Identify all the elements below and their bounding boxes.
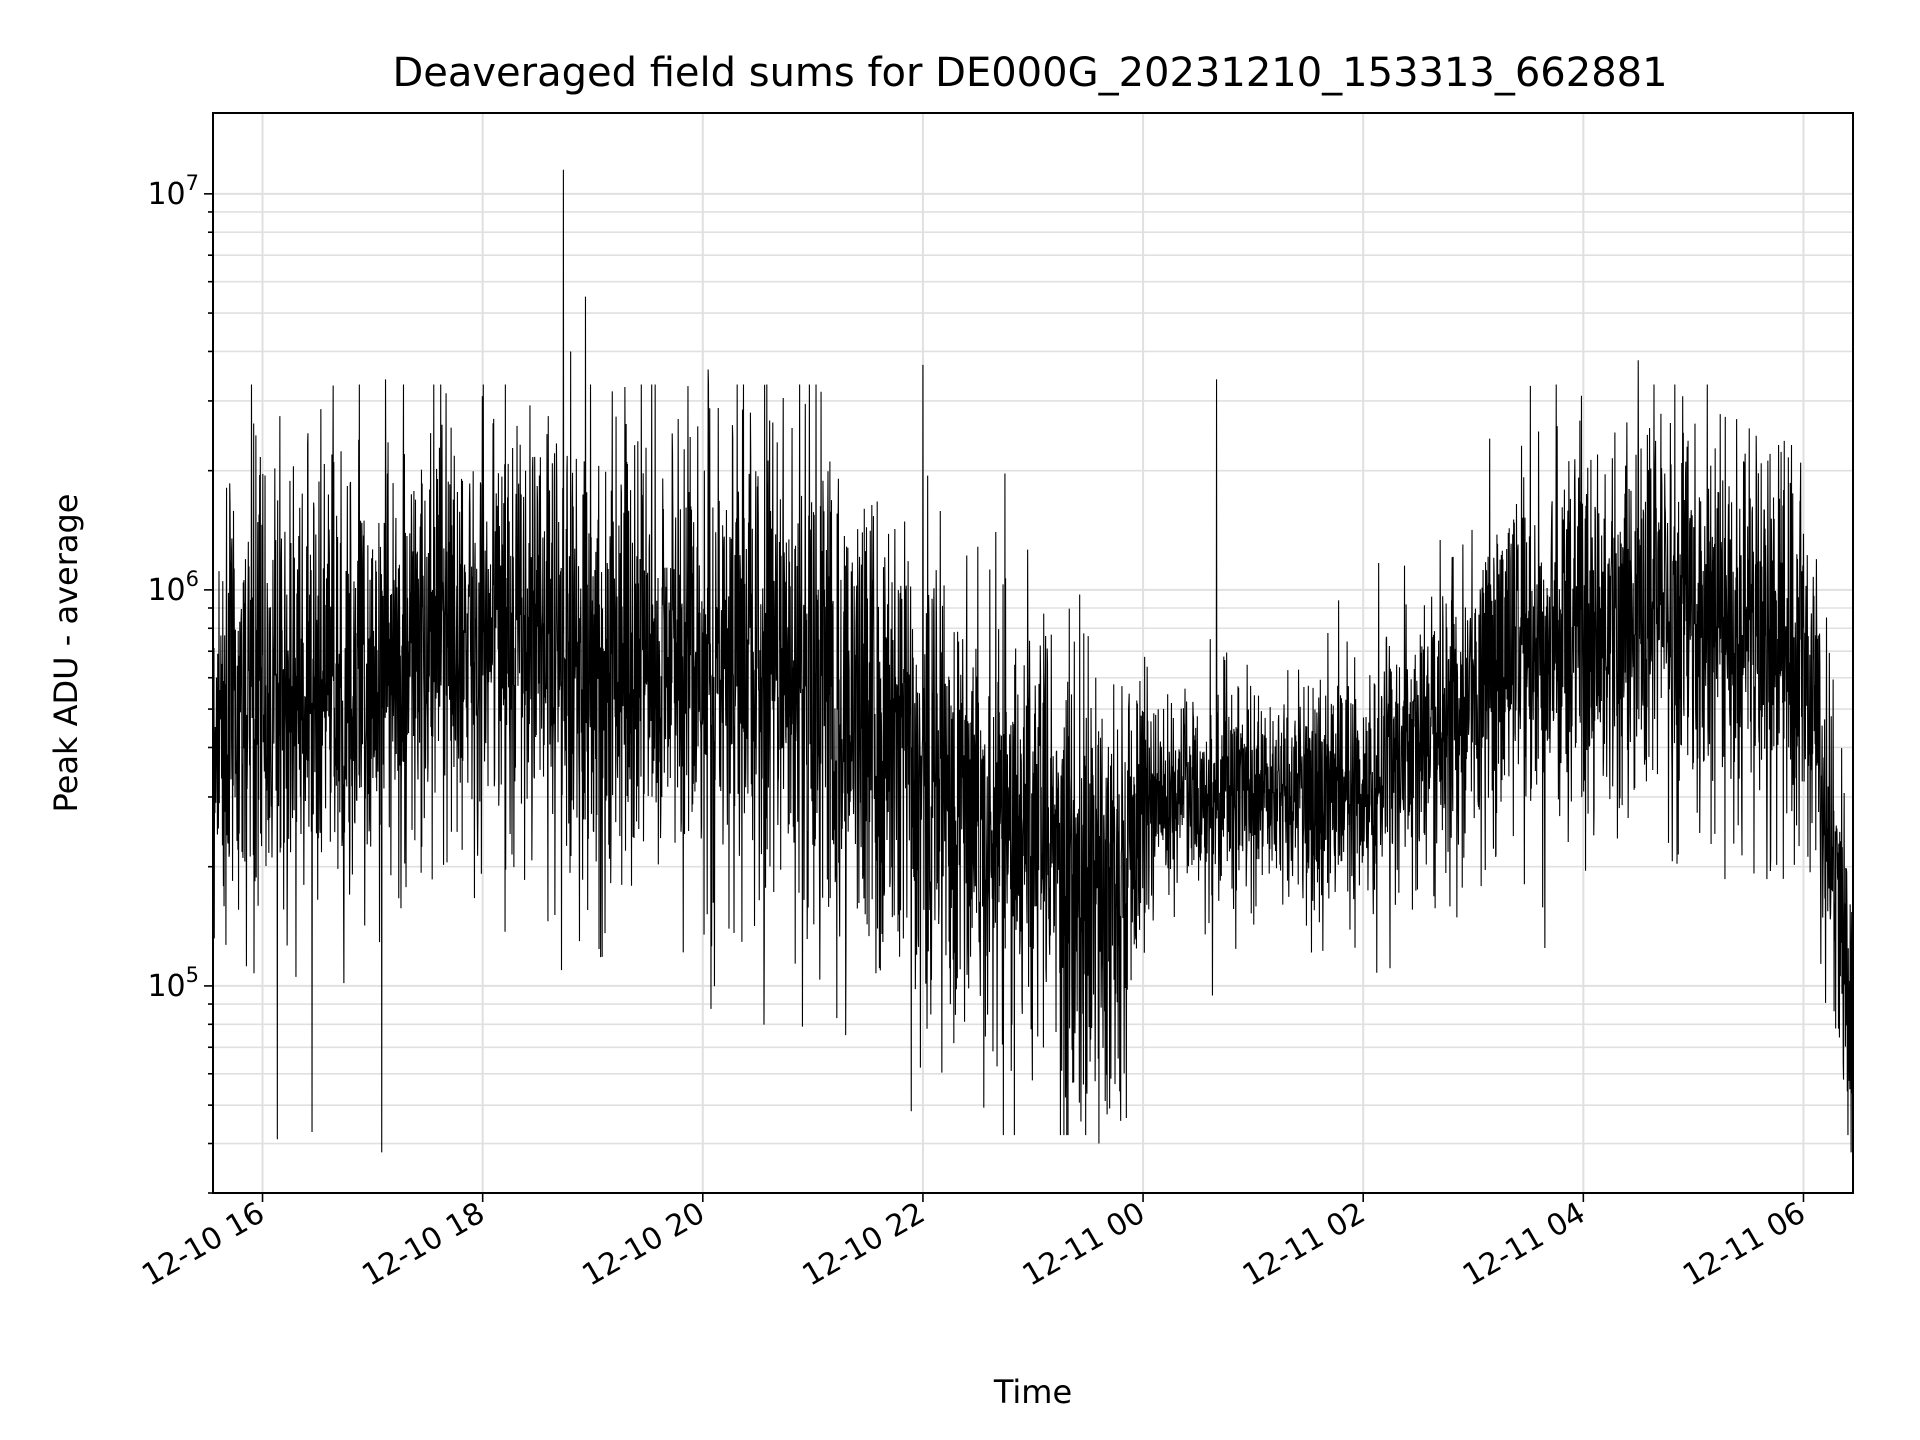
- x-tick-label: 12-11 06: [1677, 1196, 1811, 1294]
- x-tick-label: 12-11 00: [1017, 1196, 1151, 1294]
- plot-frame: [212, 112, 1854, 1194]
- x-axis-label: Time: [993, 1373, 1072, 1411]
- x-tick-label: 12-10 22: [797, 1196, 931, 1294]
- x-tick-label: 12-11 02: [1237, 1196, 1371, 1294]
- x-tick-label: 12-10 16: [136, 1196, 270, 1294]
- y-tick-label: 107: [147, 171, 199, 212]
- y-axis-label: Peak ADU - average: [47, 494, 85, 813]
- x-tick-label: 12-11 04: [1457, 1196, 1591, 1294]
- x-tick-label: 12-10 18: [356, 1196, 490, 1294]
- y-tick-label: 106: [147, 567, 199, 608]
- data-layer: [213, 169, 1853, 1153]
- series-line: [213, 169, 1853, 1153]
- y-tick-label: 105: [147, 963, 199, 1004]
- x-tick-label: 12-10 20: [576, 1196, 710, 1294]
- chart-title: Deaveraged field sums for DE000G_2023121…: [392, 50, 1667, 96]
